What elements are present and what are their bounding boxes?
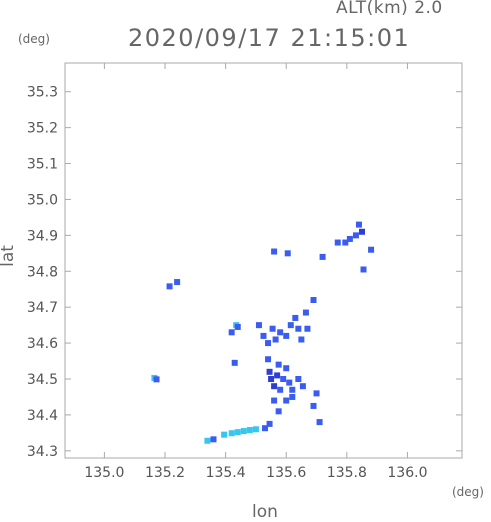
echo-point [284,250,291,257]
echo-point [166,283,173,290]
echo-point [174,279,181,286]
echo-point [275,361,282,368]
echo-point [368,246,375,253]
x-tick-label: 135.6 [266,465,306,481]
echo-point [358,228,365,235]
echo-point [204,437,211,444]
y-tick-label: 34.6 [27,336,58,352]
y-tick-label: 35.0 [27,192,58,208]
echo-point [360,266,367,273]
echo-point [287,322,294,329]
echo-point [228,329,235,336]
axis-ticks [65,63,462,458]
x-tick-label: 135.8 [327,465,367,481]
echo-point [299,383,306,390]
echo-point [234,323,241,330]
echo-point [283,365,290,372]
y-tick-label: 34.9 [27,228,58,244]
y-tick-label: 35.3 [27,85,58,101]
echo-point [266,420,273,427]
echo-point [234,429,241,436]
echo-point [286,379,293,386]
echo-point [292,314,299,321]
echo-point [266,368,273,375]
echo-point [252,426,259,433]
echo-point [272,336,279,343]
echo-point [231,359,238,366]
echo-point [255,322,262,329]
echo-point [265,356,272,363]
echo-point [221,431,228,438]
altitude-label: ALT(km) 2.0 [336,0,443,18]
y-tick-label: 34.8 [27,264,58,280]
echo-point [246,426,253,433]
echo-point [260,332,267,339]
y-unit-label: (deg) [18,32,50,46]
echo-point [280,376,287,382]
x-axis-label: lon [252,502,278,522]
echo-point [289,393,296,400]
x-tick-label: 135.2 [145,465,185,481]
echo-point [271,397,278,404]
echo-point [262,425,269,432]
y-tick-label: 34.7 [27,300,58,316]
echo-point [240,428,247,435]
echo-point [153,376,160,383]
timestamp-title: 2020/09/17 21:15:01 [128,24,411,52]
echo-point [310,402,317,409]
echo-point [265,340,272,347]
echo-point [295,325,302,332]
echo-point [316,419,323,426]
echo-point [268,376,275,382]
plot-frame [64,62,463,459]
echo-point [352,232,359,239]
echo-point [271,383,278,390]
echo-point [277,386,284,393]
echo-point [274,372,281,379]
echo-point [304,325,311,332]
echo-point [269,325,276,332]
echo-point [334,239,341,246]
echo-point [283,332,290,339]
echo-point [283,397,290,404]
echo-point [355,221,362,228]
echo-point [342,239,349,246]
echo-point [271,248,278,255]
echo-point [289,386,296,393]
echo-point [277,329,284,336]
echo-point [228,430,235,437]
echo-point [298,336,305,343]
axis-tick-labels: 135.0 135.2 135.4 135.6 135.8 136.0 34.3 34.4 34… [27,85,428,481]
x-tick-label: 135.4 [206,465,246,481]
echo-point [346,235,353,242]
echo-point [210,436,217,443]
echo-point [295,376,302,382]
x-tick-label: 135.0 [84,465,124,481]
x-tick-label: 136.0 [387,465,427,481]
y-tick-label: 34.4 [27,408,58,424]
echo-point [310,297,317,303]
echo-points [151,221,375,444]
y-tick-label: 35.2 [27,121,58,137]
echo-point [275,408,282,415]
y-tick-label: 34.3 [27,444,58,460]
echo-point [302,309,309,316]
y-tick-label: 34.5 [27,372,58,388]
echo-point [313,390,320,397]
x-unit-label: (deg) [452,485,484,499]
echo-point [319,253,326,260]
y-tick-label: 35.1 [27,157,58,173]
